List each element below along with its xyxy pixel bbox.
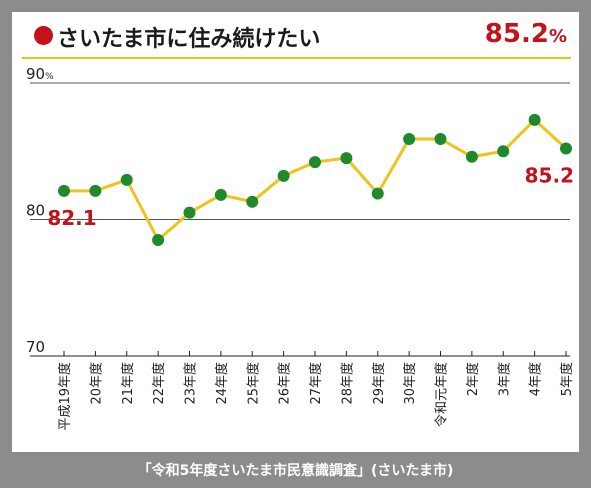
y-tick-label: 90% (26, 65, 54, 83)
data-point (152, 233, 165, 246)
data-point (528, 113, 541, 126)
source-footer: 「令和5年度さいたま市民意識調査」(さいたま市) (0, 452, 591, 488)
title-row: さいたま市に住み続けたい 85.2% (12, 12, 579, 58)
x-tick-label: 5年度 (559, 362, 575, 396)
data-point (120, 173, 133, 186)
data-point (58, 184, 70, 197)
data-point (340, 152, 353, 165)
x-tick-label: 21年度 (120, 362, 136, 405)
bullet-dot-icon (34, 26, 53, 45)
x-tick-label: 3年度 (496, 362, 512, 396)
series-line (64, 118, 568, 242)
x-tick-label: 令和元年度 (434, 362, 450, 427)
x-tick-label: 4年度 (528, 362, 544, 396)
x-tick-label: 25年度 (245, 362, 261, 405)
y-tick-label: 70 (26, 338, 45, 356)
headline-number: 85.2 (484, 19, 549, 49)
data-point (183, 206, 196, 219)
data-label: 82.1 (47, 206, 96, 230)
x-tick-label: 2年度 (465, 362, 481, 396)
data-point (434, 132, 447, 145)
x-tick-label: 20年度 (88, 362, 104, 405)
data-point (371, 187, 384, 200)
data-point (277, 169, 290, 182)
source-text: 「令和5年度さいたま市民意識調査」(さいたま市) (137, 463, 454, 479)
x-tick-label: 平成19年度 (57, 362, 73, 431)
x-tick-label: 29年度 (371, 362, 387, 405)
data-point (465, 150, 478, 163)
x-tick-label: 23年度 (183, 362, 199, 405)
data-label: 85.2 (525, 164, 574, 188)
line-chart: 70 80 90% 82.1 85.2 平成19年度 20年度 21年度 22年度 23年度 24年… (26, 65, 575, 431)
data-point (214, 188, 227, 201)
data-point (89, 184, 102, 197)
x-tick-label: 28年度 (339, 362, 355, 405)
x-tick-label: 26年度 (277, 362, 293, 405)
x-tick-label: 27年度 (308, 362, 324, 405)
headline-value: 85.2% (485, 19, 567, 49)
data-point (403, 132, 416, 145)
y-unit-label: % (45, 72, 54, 82)
y-tick-label: 80 (26, 202, 45, 220)
chart-title: さいたま市に住み続けたい (57, 27, 321, 52)
title-underline (22, 57, 571, 59)
data-point (497, 145, 510, 158)
x-tick-label: 30年度 (402, 362, 418, 405)
data-point (560, 142, 572, 155)
data-point (246, 195, 259, 208)
headline-unit: % (548, 26, 567, 47)
data-point (309, 156, 321, 169)
x-tick-label: 22年度 (151, 362, 167, 405)
x-tick-label: 24年度 (214, 362, 230, 405)
